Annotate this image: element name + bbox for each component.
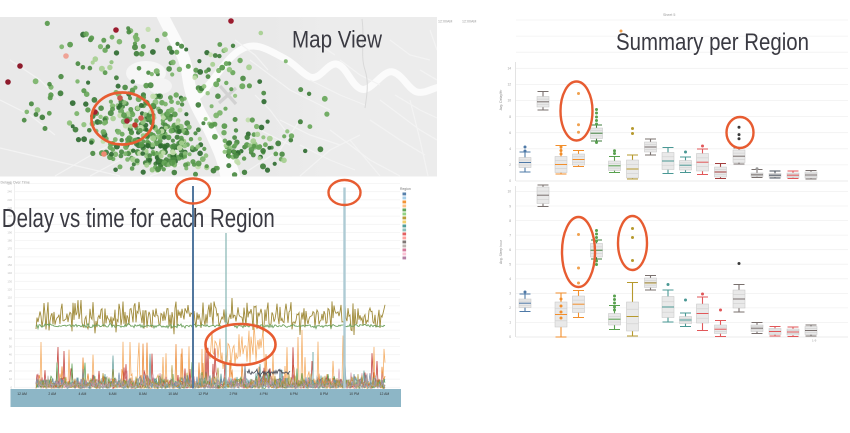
svg-text:250: 250 bbox=[7, 182, 12, 186]
svg-text:Delays Over Time: Delays Over Time bbox=[1, 181, 30, 185]
svg-text:10: 10 bbox=[507, 190, 511, 194]
svg-text:2 PM: 2 PM bbox=[229, 392, 237, 396]
svg-text:3: 3 bbox=[509, 292, 511, 296]
svg-text:4 PM: 4 PM bbox=[260, 392, 268, 396]
svg-text:240: 240 bbox=[7, 190, 12, 194]
svg-text:0: 0 bbox=[509, 179, 511, 183]
svg-text:50: 50 bbox=[9, 345, 13, 349]
svg-text:4 AM: 4 AM bbox=[79, 392, 87, 396]
svg-text:20: 20 bbox=[9, 369, 13, 373]
svg-text:6: 6 bbox=[509, 248, 511, 252]
svg-text:9: 9 bbox=[509, 204, 511, 208]
svg-text:100: 100 bbox=[7, 304, 12, 308]
svg-text:210: 210 bbox=[7, 214, 12, 218]
svg-text:170: 170 bbox=[7, 247, 12, 251]
svg-text:4: 4 bbox=[509, 147, 511, 151]
svg-text:1: 1 bbox=[509, 321, 511, 325]
svg-text:2: 2 bbox=[509, 306, 511, 310]
svg-text:10 AM: 10 AM bbox=[168, 392, 178, 396]
svg-text:0: 0 bbox=[509, 335, 511, 339]
svg-text:6 AM: 6 AM bbox=[109, 392, 117, 396]
svg-text:10: 10 bbox=[507, 99, 511, 103]
svg-text:140: 140 bbox=[7, 271, 12, 275]
svg-text:0: 0 bbox=[10, 385, 12, 389]
svg-text:7: 7 bbox=[509, 233, 511, 237]
svg-text:180: 180 bbox=[7, 239, 12, 243]
svg-text:12: 12 bbox=[507, 83, 511, 87]
svg-text:12 AM: 12 AM bbox=[17, 392, 27, 396]
svg-text:10 PM: 10 PM bbox=[349, 392, 359, 396]
svg-text:160: 160 bbox=[7, 255, 12, 259]
svg-text:120: 120 bbox=[7, 287, 12, 291]
svg-text:12 PM: 12 PM bbox=[198, 392, 208, 396]
svg-text:190: 190 bbox=[7, 230, 12, 234]
svg-text:70: 70 bbox=[9, 328, 13, 332]
svg-text:Sheet 5: Sheet 5 bbox=[663, 13, 675, 17]
svg-text:12 AM: 12 AM bbox=[380, 392, 390, 396]
svg-text:5: 5 bbox=[509, 262, 511, 266]
svg-text:10: 10 bbox=[9, 377, 13, 381]
svg-text:30: 30 bbox=[9, 361, 13, 365]
svg-text:4: 4 bbox=[509, 277, 511, 281]
svg-text:220: 220 bbox=[7, 206, 12, 210]
svg-text:80: 80 bbox=[9, 320, 13, 324]
svg-text:130: 130 bbox=[7, 279, 12, 283]
svg-text:230: 230 bbox=[7, 198, 12, 202]
svg-text:110: 110 bbox=[8, 296, 13, 300]
svg-text:6 PM: 6 PM bbox=[290, 392, 298, 396]
svg-text:1-9: 1-9 bbox=[812, 339, 817, 343]
svg-text:150: 150 bbox=[7, 263, 12, 267]
svg-text:90: 90 bbox=[9, 312, 13, 316]
svg-text:12:00AM: 12:00AM bbox=[462, 20, 476, 24]
svg-text:Summary per Region: Summary per Region bbox=[616, 29, 809, 56]
svg-text:14: 14 bbox=[507, 67, 511, 71]
svg-text:8 PM: 8 PM bbox=[320, 392, 328, 396]
svg-text:60: 60 bbox=[9, 336, 13, 340]
svg-text:12:00AM: 12:00AM bbox=[438, 20, 452, 24]
svg-text:Avg. Sleep hour: Avg. Sleep hour bbox=[499, 239, 503, 264]
svg-text:Region: Region bbox=[400, 187, 411, 191]
svg-text:2 AM: 2 AM bbox=[48, 392, 56, 396]
svg-text:2: 2 bbox=[509, 163, 511, 167]
svg-text:8 AM: 8 AM bbox=[139, 392, 147, 396]
svg-text:200: 200 bbox=[7, 222, 12, 226]
svg-text:6: 6 bbox=[509, 131, 511, 135]
svg-text:Avg. Delay/Hr: Avg. Delay/Hr bbox=[499, 89, 503, 111]
svg-text:40: 40 bbox=[9, 353, 13, 357]
svg-text:8: 8 bbox=[509, 115, 511, 119]
svg-text:8: 8 bbox=[509, 219, 511, 223]
svg-text:Delay vs time for each Region: Delay vs time for each Region bbox=[2, 205, 275, 233]
svg-text:Map View: Map View bbox=[292, 27, 383, 54]
